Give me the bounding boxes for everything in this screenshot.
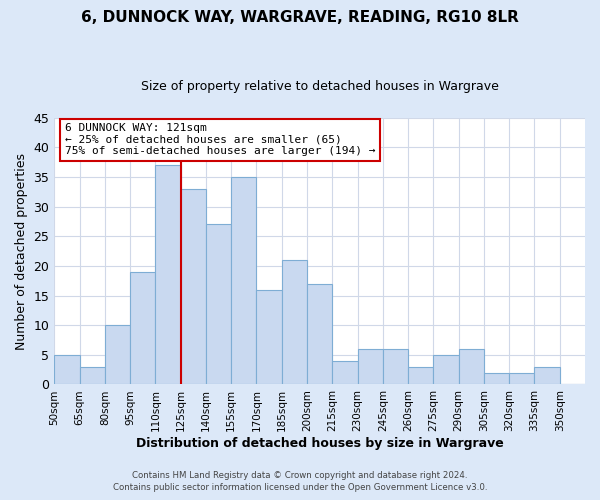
Bar	[130, 272, 155, 384]
Bar	[155, 165, 181, 384]
Bar	[535, 366, 560, 384]
Y-axis label: Number of detached properties: Number of detached properties	[15, 152, 28, 350]
Bar	[181, 189, 206, 384]
Bar	[433, 355, 458, 384]
Bar	[54, 355, 80, 384]
Bar	[408, 366, 433, 384]
Title: Size of property relative to detached houses in Wargrave: Size of property relative to detached ho…	[141, 80, 499, 93]
Bar	[307, 284, 332, 384]
Bar	[383, 349, 408, 384]
Text: 6, DUNNOCK WAY, WARGRAVE, READING, RG10 8LR: 6, DUNNOCK WAY, WARGRAVE, READING, RG10 …	[81, 10, 519, 25]
Bar	[358, 349, 383, 384]
X-axis label: Distribution of detached houses by size in Wargrave: Distribution of detached houses by size …	[136, 437, 503, 450]
Bar	[80, 366, 105, 384]
Bar	[332, 361, 358, 384]
Text: Contains HM Land Registry data © Crown copyright and database right 2024.
Contai: Contains HM Land Registry data © Crown c…	[113, 471, 487, 492]
Bar	[105, 325, 130, 384]
Bar	[458, 349, 484, 384]
Bar	[509, 372, 535, 384]
Bar	[231, 177, 256, 384]
Bar	[484, 372, 509, 384]
Bar	[282, 260, 307, 384]
Text: 6 DUNNOCK WAY: 121sqm
← 25% of detached houses are smaller (65)
75% of semi-deta: 6 DUNNOCK WAY: 121sqm ← 25% of detached …	[65, 123, 376, 156]
Bar	[256, 290, 282, 384]
Bar	[206, 224, 231, 384]
